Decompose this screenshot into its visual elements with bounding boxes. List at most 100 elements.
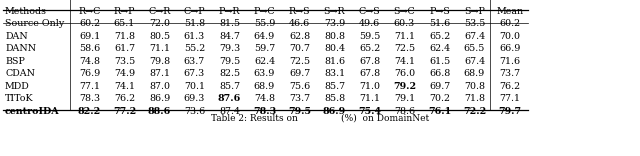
Text: 81.6: 81.6 [324, 57, 345, 66]
Text: 71.1: 71.1 [149, 44, 170, 53]
Text: 80.4: 80.4 [324, 44, 345, 53]
Text: 72.2: 72.2 [463, 107, 486, 116]
Text: Source Only: Source Only [5, 19, 64, 28]
Text: 76.2: 76.2 [499, 82, 520, 91]
Text: 61.3: 61.3 [184, 32, 205, 41]
Text: 87.1: 87.1 [149, 69, 170, 78]
Text: 55.9: 55.9 [254, 19, 275, 28]
Text: 76.2: 76.2 [114, 94, 135, 103]
Text: 51.8: 51.8 [184, 19, 205, 28]
Text: 79.5: 79.5 [288, 107, 311, 116]
Text: 74.8: 74.8 [254, 94, 275, 103]
Text: 85.8: 85.8 [324, 94, 345, 103]
Text: 64.9: 64.9 [254, 32, 275, 41]
Text: 70.8: 70.8 [464, 82, 485, 91]
Text: 65.5: 65.5 [464, 44, 485, 53]
Text: 62.8: 62.8 [289, 32, 310, 41]
Text: 76.1: 76.1 [428, 107, 451, 116]
Text: 76.0: 76.0 [394, 69, 415, 78]
Text: 69.1: 69.1 [79, 32, 100, 41]
Text: Mean: Mean [497, 7, 524, 16]
Text: 65.1: 65.1 [114, 19, 135, 28]
Text: 82.5: 82.5 [219, 69, 240, 78]
Text: 75.6: 75.6 [289, 82, 310, 91]
Text: 70.1: 70.1 [184, 82, 205, 91]
Text: R→S: R→S [289, 7, 310, 16]
Text: 63.9: 63.9 [254, 69, 275, 78]
Text: C→S: C→S [358, 7, 380, 16]
Text: 72.0: 72.0 [149, 19, 170, 28]
Text: 76.9: 76.9 [79, 69, 100, 78]
Text: 59.7: 59.7 [254, 44, 275, 53]
Text: 66.8: 66.8 [429, 69, 450, 78]
Text: 85.7: 85.7 [324, 82, 345, 91]
Text: 73.9: 73.9 [324, 19, 345, 28]
Text: 73.5: 73.5 [114, 57, 135, 66]
Text: 58.6: 58.6 [79, 44, 100, 53]
Text: centroIDA: centroIDA [5, 107, 60, 116]
Text: 51.6: 51.6 [429, 19, 450, 28]
Text: C→P: C→P [184, 7, 205, 16]
Text: 66.9: 66.9 [499, 44, 521, 53]
Text: 77.1: 77.1 [79, 82, 100, 91]
Text: 67.4: 67.4 [464, 32, 485, 41]
Text: 67.3: 67.3 [184, 69, 205, 78]
Text: 71.8: 71.8 [464, 94, 485, 103]
Text: R→C: R→C [78, 7, 100, 16]
Text: 71.1: 71.1 [394, 32, 415, 41]
Text: S→C: S→C [394, 7, 415, 16]
Text: 65.2: 65.2 [429, 32, 450, 41]
Text: 65.2: 65.2 [359, 44, 380, 53]
Text: 60.2: 60.2 [79, 19, 100, 28]
Text: 78.6: 78.6 [394, 107, 415, 116]
Text: 74.8: 74.8 [79, 57, 100, 66]
Text: 80.8: 80.8 [324, 32, 345, 41]
Text: P→S: P→S [429, 7, 450, 16]
Text: MDD: MDD [5, 82, 29, 91]
Text: 74.1: 74.1 [394, 57, 415, 66]
Text: 88.6: 88.6 [148, 107, 171, 116]
Text: DANN: DANN [5, 44, 36, 53]
Text: 72.5: 72.5 [394, 44, 415, 53]
Text: 74.1: 74.1 [114, 82, 135, 91]
Text: 74.9: 74.9 [114, 69, 135, 78]
Text: 79.7: 79.7 [499, 107, 522, 116]
Text: S→R: S→R [324, 7, 346, 16]
Text: 70.2: 70.2 [429, 94, 450, 103]
Text: 70.7: 70.7 [289, 44, 310, 53]
Text: 75.4: 75.4 [358, 107, 381, 116]
Text: 67.4: 67.4 [464, 57, 485, 66]
Text: DAN: DAN [5, 32, 28, 41]
Text: 85.7: 85.7 [219, 82, 240, 91]
Text: 86.9: 86.9 [149, 94, 170, 103]
Text: 68.9: 68.9 [464, 69, 485, 78]
Text: 70.0: 70.0 [499, 32, 520, 41]
Text: 69.7: 69.7 [429, 82, 450, 91]
Text: 49.6: 49.6 [359, 19, 380, 28]
Text: 59.5: 59.5 [359, 32, 380, 41]
Text: 83.1: 83.1 [324, 69, 345, 78]
Text: 79.1: 79.1 [394, 94, 415, 103]
Text: 61.7: 61.7 [114, 44, 135, 53]
Text: 84.7: 84.7 [219, 32, 240, 41]
Text: 68.9: 68.9 [254, 82, 275, 91]
Text: 62.4: 62.4 [254, 57, 275, 66]
Text: 79.8: 79.8 [149, 57, 170, 66]
Text: 71.0: 71.0 [359, 82, 380, 91]
Text: 71.6: 71.6 [499, 57, 520, 66]
Text: Methods: Methods [5, 7, 47, 16]
Text: 79.5: 79.5 [219, 57, 240, 66]
Text: 87.6: 87.6 [218, 94, 241, 103]
Text: 61.5: 61.5 [429, 57, 450, 66]
Text: 73.7: 73.7 [289, 94, 310, 103]
Text: 79.2: 79.2 [393, 82, 416, 91]
Text: 71.1: 71.1 [359, 94, 380, 103]
Text: 73.7: 73.7 [499, 69, 520, 78]
Text: 77.2: 77.2 [113, 107, 136, 116]
Text: TIToK: TIToK [5, 94, 34, 103]
Text: 87.0: 87.0 [149, 82, 170, 91]
Text: 67.8: 67.8 [359, 57, 380, 66]
Text: CDAN: CDAN [5, 69, 35, 78]
Text: 71.8: 71.8 [114, 32, 135, 41]
Text: Table 2: Results on               (%)  on DomainNet: Table 2: Results on (%) on DomainNet [211, 114, 429, 123]
